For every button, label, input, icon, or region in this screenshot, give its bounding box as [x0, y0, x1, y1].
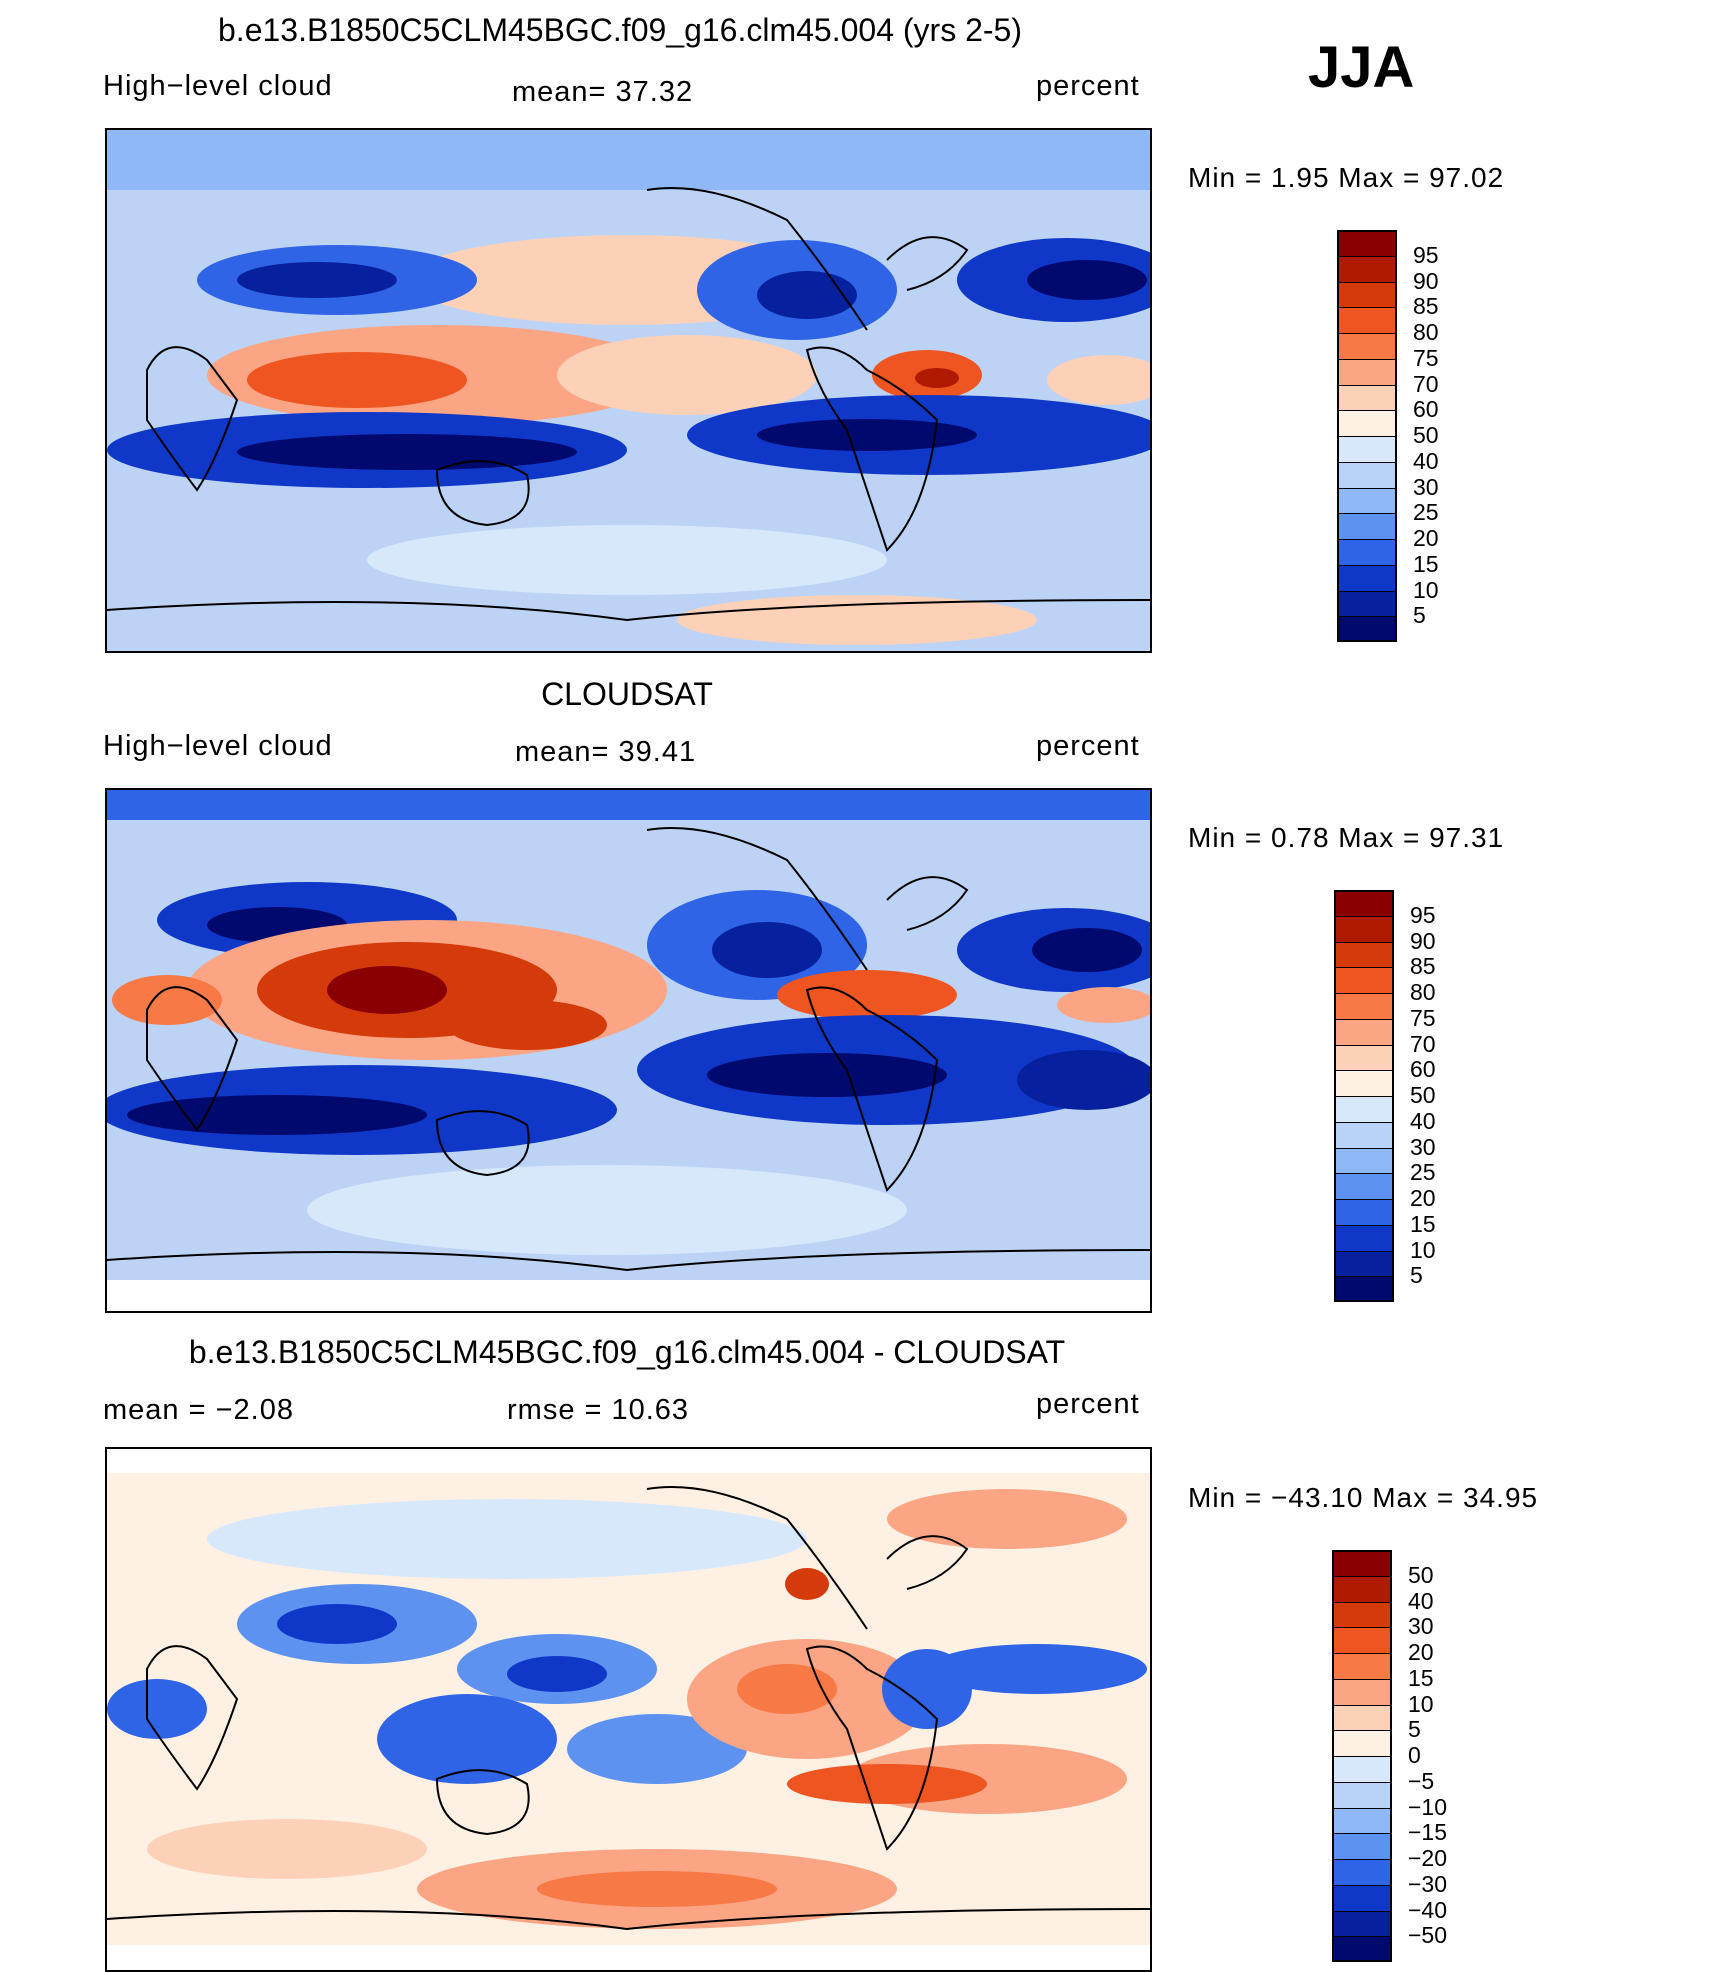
colorbar-label: 85: [1413, 293, 1439, 320]
colorbar-label: −15: [1408, 1819, 1448, 1846]
panel-1-units-label: percent: [1036, 70, 1140, 102]
colorbar-label: 70: [1410, 1030, 1436, 1057]
colorbar-label: 75: [1413, 344, 1439, 371]
colorbar-label: 30: [1413, 473, 1439, 500]
panel-3-units-label: percent: [1036, 1388, 1140, 1420]
colorbar-label: 30: [1410, 1133, 1436, 1160]
colorbar-swatch: [1337, 410, 1397, 436]
colorbar-label: 40: [1408, 1587, 1434, 1614]
panel-3-minmax: Min = −43.10 Max = 34.95: [1188, 1482, 1539, 1513]
panel-2-variable-label: High−level cloud: [103, 730, 333, 762]
colorbar-label: 25: [1413, 499, 1439, 526]
colorbar-frame: [1332, 1550, 1392, 1962]
panel-2-units-label: percent: [1036, 730, 1140, 762]
colorbar-label: 80: [1413, 319, 1439, 345]
panel-3-mean-label: mean = −2.08: [103, 1394, 294, 1426]
panel-1-map-field: [107, 130, 1150, 651]
colorbar-label: 90: [1413, 267, 1439, 294]
colorbar-label: 50: [1413, 422, 1439, 448]
colorbar-label: 5: [1410, 1262, 1423, 1289]
colorbar-swatch: [1332, 1575, 1392, 1602]
colorbar-label: 0: [1408, 1742, 1421, 1768]
colorbar-label: 15: [1408, 1664, 1434, 1691]
colorbar-label: −50: [1408, 1922, 1448, 1949]
panel-2-mean-label: mean= 39.41: [515, 736, 697, 768]
colorbar-label: 60: [1413, 396, 1439, 423]
colorbar-label: 15: [1410, 1210, 1436, 1237]
colorbar-swatch: [1337, 564, 1397, 591]
colorbar-label: −20: [1408, 1845, 1448, 1871]
panel-2-map-field: [107, 790, 1150, 1311]
colorbar-label: 40: [1410, 1107, 1436, 1134]
colorbar-label: 80: [1410, 979, 1436, 1005]
panel-1-title: b.e13.B1850C5CLM45BGC.f09_g16.clm45.004 …: [218, 12, 1022, 48]
colorbar-swatch: [1334, 1250, 1394, 1277]
colorbar-frame: [1337, 230, 1397, 642]
season-label: JJA: [1308, 35, 1415, 100]
panel-1-map: [105, 128, 1152, 653]
colorbar-label: −40: [1408, 1896, 1448, 1923]
colorbar-label: 20: [1410, 1185, 1436, 1211]
colorbar-label: 15: [1413, 550, 1439, 577]
colorbar-label: 20: [1413, 525, 1439, 551]
panel-1-mean-label: mean= 37.32: [512, 76, 694, 108]
colorbar-label: 95: [1413, 241, 1439, 268]
panel-2-map: [105, 788, 1152, 1313]
panel-3-title: b.e13.B1850C5CLM45BGC.f09_g16.clm45.004 …: [188, 1334, 1066, 1370]
colorbar-swatch: [1334, 993, 1394, 1019]
colorbar-label: 10: [1408, 1690, 1434, 1717]
colorbar-swatch: [1334, 1147, 1394, 1174]
colorbar-label: 5: [1413, 602, 1426, 629]
colorbar-swatch: [1337, 281, 1397, 308]
colorbar-swatch: [1332, 1936, 1392, 1962]
colorbar-swatch: [1337, 255, 1397, 282]
colorbar-label: −5: [1408, 1767, 1435, 1794]
colorbar-label: 50: [1410, 1082, 1436, 1108]
colorbar-label: 70: [1413, 370, 1439, 397]
colorbar-label: 5: [1408, 1716, 1421, 1743]
panel-1-variable-label: High−level cloud: [103, 70, 333, 102]
colorbar-swatch: [1332, 1910, 1392, 1937]
panel-2-minmax: Min = 0.78 Max = 97.31: [1188, 822, 1505, 853]
colorbar-swatch: [1332, 1678, 1392, 1705]
colorbar-label: 10: [1410, 1236, 1436, 1263]
panel-1-minmax: Min = 1.95 Max = 97.02: [1188, 162, 1505, 193]
colorbar-label: −10: [1408, 1793, 1448, 1820]
colorbar-label: 85: [1410, 953, 1436, 980]
colorbar-label: 40: [1413, 447, 1439, 474]
colorbar-label: 95: [1410, 901, 1436, 928]
colorbar-swatch: [1332, 1627, 1392, 1653]
colorbar-label: −30: [1408, 1870, 1448, 1897]
colorbar-swatch: [1337, 307, 1397, 333]
colorbar-swatch: [1332, 1807, 1392, 1834]
colorbar-label: 30: [1408, 1613, 1434, 1640]
panel-3-rmse-label: rmse = 10.63: [507, 1394, 690, 1426]
colorbar-label: 60: [1410, 1056, 1436, 1083]
colorbar-label: 90: [1410, 927, 1436, 954]
panel-3-map: [105, 1447, 1152, 1972]
colorbar-label: 10: [1413, 576, 1439, 603]
colorbar-label: 25: [1410, 1159, 1436, 1186]
colorbar-frame: [1334, 890, 1394, 1302]
panel-2-title: CLOUDSAT: [541, 676, 713, 712]
colorbar-label: 75: [1410, 1004, 1436, 1031]
colorbar-label: 20: [1408, 1639, 1434, 1665]
colorbar-label: 50: [1408, 1561, 1434, 1588]
colorbar-swatch: [1337, 513, 1397, 539]
panel-3-map-field: [107, 1449, 1150, 1970]
